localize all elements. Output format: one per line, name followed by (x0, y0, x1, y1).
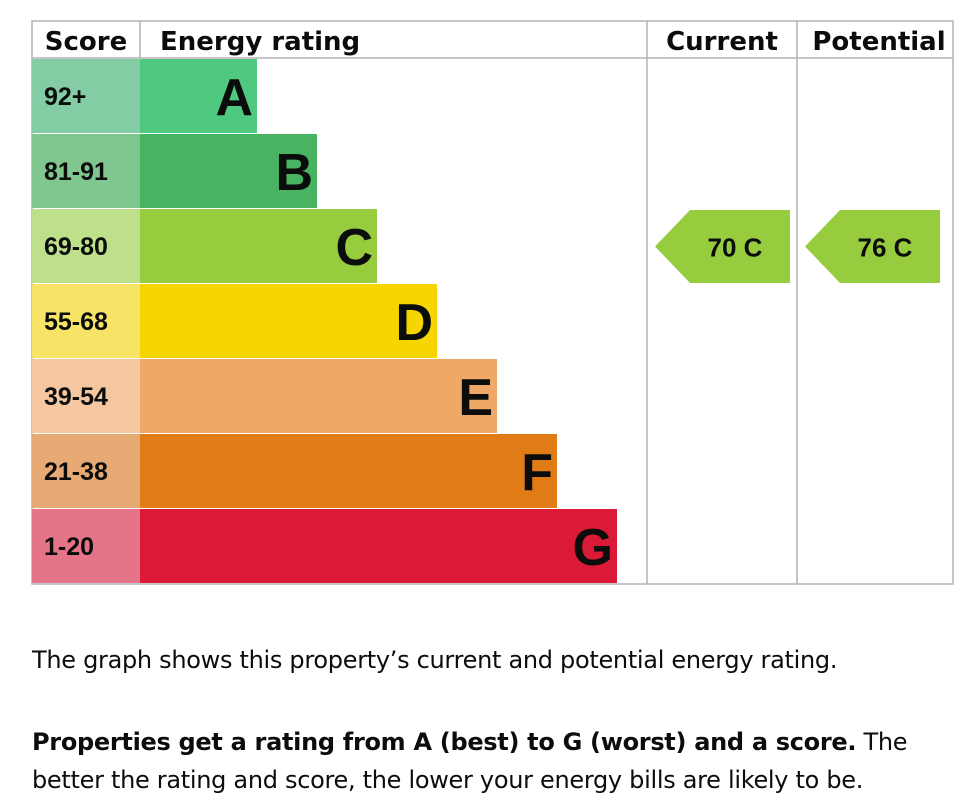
rating-arrows: 70 C 76 C (655, 210, 940, 283)
band-letter-b: B (275, 144, 313, 202)
rating-bands: 92+ A 81-91 B 69-80 C 55-68 D 39-54 E 21-38 F 1-20 G (32, 59, 617, 583)
score-range-b: 81-91 (44, 158, 108, 186)
potential-rating-arrow-label: 76 C (858, 233, 913, 263)
band-bar-g (140, 509, 617, 583)
band-g: 1-20 G (32, 509, 617, 583)
current-rating-arrow-shape (655, 210, 790, 283)
score-range-c: 69-80 (44, 233, 108, 261)
score-range-e: 39-54 (44, 383, 108, 411)
band-d: 55-68 D (32, 284, 437, 358)
score-cell-f (32, 434, 140, 508)
score-range-d: 55-68 (44, 308, 108, 336)
band-letter-f: F (521, 444, 553, 502)
energy-rating-chart: Score Energy rating Current Potential 92… (31, 20, 954, 585)
band-f: 21-38 F (32, 434, 557, 508)
header-score: Score (45, 27, 127, 57)
score-cell-g (32, 509, 140, 583)
band-letter-e: E (458, 369, 493, 427)
band-bar-d (140, 284, 437, 358)
band-bar-a (140, 59, 257, 133)
score-range-g: 1-20 (44, 533, 94, 561)
band-b: 81-91 B (32, 134, 317, 208)
band-c: 69-80 C (32, 209, 377, 283)
rating-explanation-bold: Properties get a rating from A (best) to… (32, 728, 857, 756)
score-cell-e (32, 359, 140, 433)
potential-rating-arrow: 76 C (805, 210, 940, 283)
band-bar-c (140, 209, 377, 283)
current-rating-arrow-label: 70 C (708, 233, 763, 263)
band-bar-f (140, 434, 557, 508)
score-range-a: 92+ (44, 83, 86, 111)
band-letter-d: D (395, 294, 433, 352)
score-range-f: 21-38 (44, 458, 108, 486)
header-potential: Potential (812, 27, 945, 57)
band-a: 92+ A (32, 59, 257, 133)
header-current: Current (666, 27, 778, 57)
graph-description: The graph shows this property’s current … (32, 646, 838, 674)
band-letter-a: A (215, 69, 253, 127)
band-e: 39-54 E (32, 359, 497, 433)
band-letter-c: C (335, 219, 373, 277)
score-cell-a (32, 59, 140, 133)
score-cell-d (32, 284, 140, 358)
band-bar-e (140, 359, 497, 433)
score-cell-b (32, 134, 140, 208)
current-rating-arrow: 70 C (655, 210, 790, 283)
header-energy-rating: Energy rating (160, 27, 360, 57)
potential-rating-arrow-shape (805, 210, 940, 283)
band-bar-b (140, 134, 317, 208)
rating-explanation: Properties get a rating from A (best) to… (32, 723, 952, 799)
score-cell-c (32, 209, 140, 283)
rating-explanation-rest: The better the rating and score, the low… (32, 728, 908, 794)
band-letter-g: G (573, 519, 613, 577)
